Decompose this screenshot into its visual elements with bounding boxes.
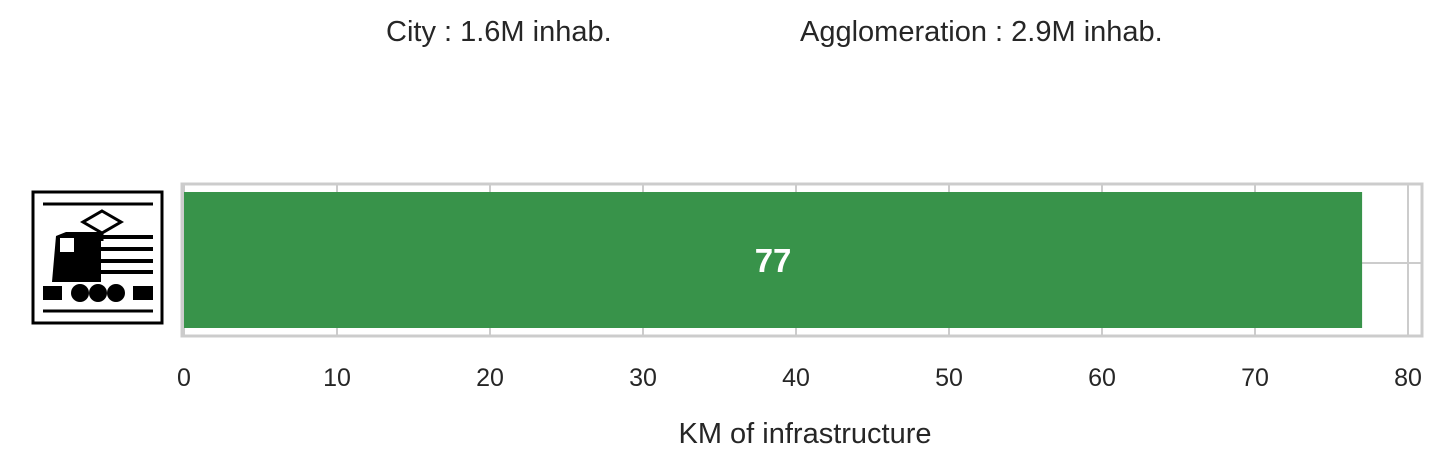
x-tick-label: 10: [323, 364, 351, 392]
city-population-label: City : 1.6M inhab.: [386, 16, 612, 48]
x-tick-label: 50: [935, 364, 963, 392]
agglomeration-population-label: Agglomeration : 2.9M inhab.: [800, 16, 1163, 48]
x-tick-label: 30: [629, 364, 657, 392]
x-axis-ticks: 0 10 20 30 40 50 60 70 80: [177, 364, 1422, 392]
x-tick-label: 80: [1394, 364, 1422, 392]
electric-train-icon: [31, 190, 164, 325]
plot-frame: [180, 182, 1424, 338]
x-tick-label: 60: [1088, 364, 1116, 392]
bars: 77: [184, 192, 1363, 328]
bar: [184, 192, 1363, 328]
x-tick-label: 40: [782, 364, 810, 392]
x-tick-label: 70: [1241, 364, 1269, 392]
x-axis-title: KM of infrastructure: [678, 418, 931, 450]
x-tick-label: 20: [476, 364, 504, 392]
bar-value-label: 77: [755, 242, 792, 279]
x-tick-label: 0: [177, 364, 191, 392]
